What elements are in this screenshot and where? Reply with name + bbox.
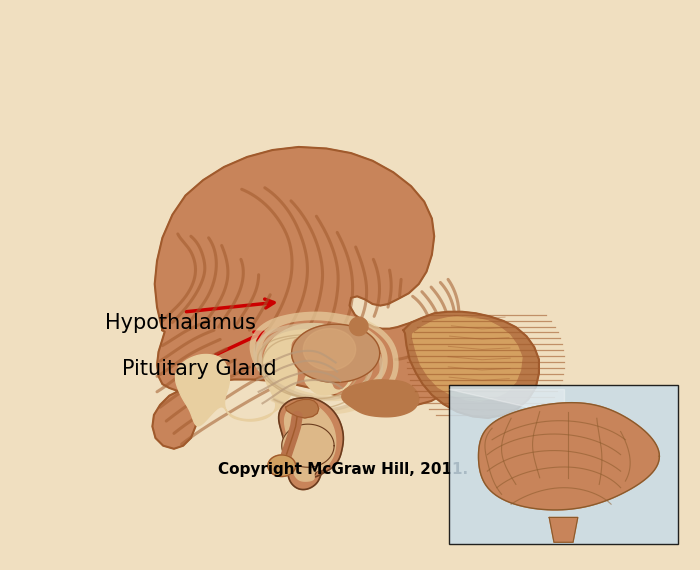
Polygon shape bbox=[153, 147, 461, 449]
Polygon shape bbox=[268, 455, 295, 477]
Polygon shape bbox=[286, 400, 318, 418]
Polygon shape bbox=[285, 402, 336, 481]
Polygon shape bbox=[342, 380, 419, 417]
FancyBboxPatch shape bbox=[449, 385, 678, 544]
Polygon shape bbox=[292, 324, 379, 382]
Polygon shape bbox=[176, 324, 357, 426]
Polygon shape bbox=[479, 402, 659, 510]
Polygon shape bbox=[282, 424, 334, 467]
Polygon shape bbox=[303, 329, 356, 370]
Polygon shape bbox=[279, 398, 344, 490]
Polygon shape bbox=[403, 312, 539, 418]
Text: Copyright McGraw Hill, 2011.: Copyright McGraw Hill, 2011. bbox=[218, 462, 468, 477]
Text: Pituitary Gland: Pituitary Gland bbox=[122, 359, 276, 379]
Polygon shape bbox=[449, 389, 564, 415]
Text: Hypothalamus: Hypothalamus bbox=[106, 313, 256, 333]
Polygon shape bbox=[550, 518, 578, 542]
Polygon shape bbox=[413, 316, 522, 401]
Polygon shape bbox=[349, 317, 368, 336]
